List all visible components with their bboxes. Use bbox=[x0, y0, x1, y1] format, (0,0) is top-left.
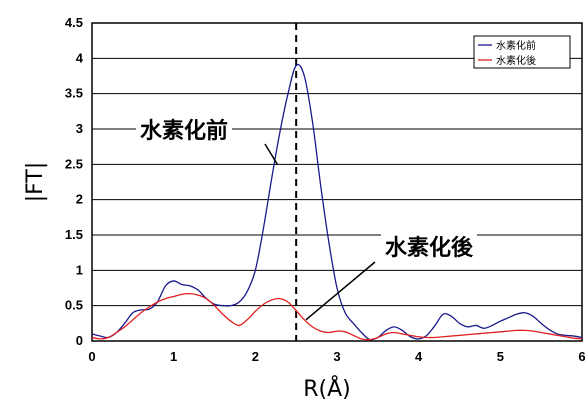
x-tick-label: 5 bbox=[497, 349, 504, 364]
annotation-backing bbox=[381, 233, 477, 261]
x-tick-label: 2 bbox=[252, 349, 259, 364]
series-line-1 bbox=[91, 63, 583, 341]
y-tick-label: 1.5 bbox=[65, 227, 83, 242]
y-axis-label: |FT| bbox=[23, 162, 48, 203]
series-line-2 bbox=[91, 292, 583, 341]
x-axis-label: R(Å) bbox=[303, 375, 351, 402]
y-tick-label: 0.5 bbox=[65, 298, 83, 313]
plot-frame bbox=[91, 22, 583, 342]
legend-box bbox=[473, 35, 571, 69]
legend-entry: 水素化後 bbox=[496, 54, 536, 67]
y-tick-label: 2 bbox=[76, 192, 83, 207]
grid bbox=[92, 57, 582, 307]
x-tick-label: 3 bbox=[333, 349, 340, 364]
y-tick-label: 4 bbox=[76, 50, 84, 65]
annotation-backing bbox=[136, 116, 232, 144]
series-layer bbox=[91, 63, 583, 341]
annotation-label: 水素化後 bbox=[385, 235, 474, 261]
annotation-label: 水素化前 bbox=[140, 118, 228, 144]
y-tick-label: 2.5 bbox=[65, 156, 83, 171]
x-tick-label: 0 bbox=[88, 349, 95, 364]
x-tick-label: 4 bbox=[415, 349, 423, 364]
x-tick-label: 1 bbox=[170, 349, 177, 364]
annotation-leader bbox=[305, 261, 376, 321]
legend-entry: 水素化前 bbox=[496, 39, 536, 52]
y-tick-label: 3 bbox=[76, 121, 83, 136]
y-tick-label: 0 bbox=[76, 333, 83, 348]
y-tick-label: 3.5 bbox=[65, 86, 83, 101]
y-tick-labels: 0 0.5 1 1.5 2 2.5 3 3.5 4 4.5 bbox=[65, 15, 84, 348]
x-tick-label: 6 bbox=[578, 349, 585, 364]
y-tick-label: 4.5 bbox=[65, 15, 83, 30]
y-tick-label: 1 bbox=[76, 262, 83, 277]
annotation-leader bbox=[264, 143, 279, 165]
x-tick-labels: 0 1 2 3 4 5 6 bbox=[88, 349, 585, 364]
